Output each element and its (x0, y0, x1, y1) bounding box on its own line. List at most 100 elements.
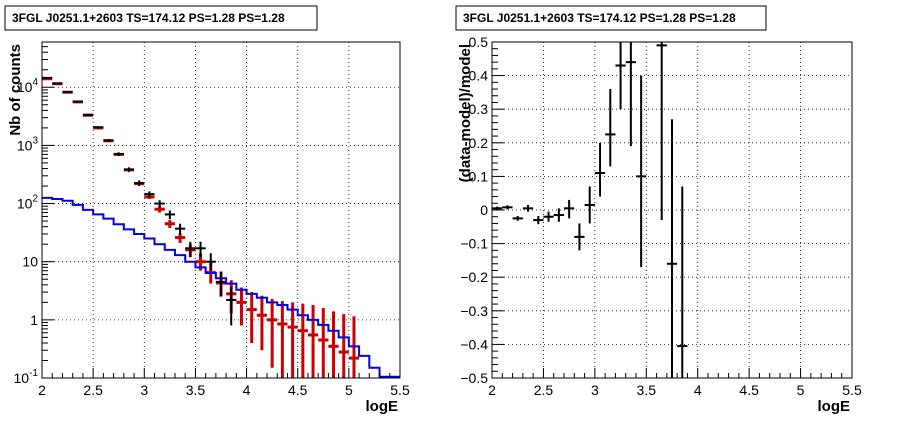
residual-point (492, 206, 503, 210)
x-tick-label: 5 (345, 382, 353, 398)
y-tick-label: 1 (30, 312, 38, 328)
y-tick-label: 0.1 (469, 168, 489, 184)
y-tick-label: 0.5 (469, 34, 489, 50)
y-axis: 0.5 0.4 0.3 0.2 0.1 0 −0.1 −0.2 −0.3 −0.4 −0.5 (dat… (457, 34, 504, 386)
model-count-point (287, 302, 298, 378)
residual-point (522, 204, 534, 212)
y-tick-label: 0 (480, 202, 488, 218)
x-tick-label: 3.5 (637, 382, 657, 398)
residual-point (543, 211, 554, 222)
data-count-point (185, 241, 196, 258)
x-axis-title: logE (818, 398, 851, 415)
y-tick-label: 104 (17, 77, 39, 95)
residual-point (502, 205, 513, 210)
title-frame (455, 5, 767, 31)
residual-point (666, 119, 678, 378)
x-tick-label: 4.5 (288, 382, 308, 398)
chart-title-box: 3FGL J0251.1+2603 TS=174.12 PS=1.28 PS=1… (4, 5, 318, 31)
x-tick-label: 3 (591, 382, 599, 398)
y-axis-title: (data-model)/model (457, 44, 474, 182)
y-tick-label: 102 (17, 194, 39, 212)
x-tick-label: 5.5 (842, 382, 862, 398)
model-count-point (236, 287, 247, 326)
y-axis-title: Nb of counts (7, 44, 24, 136)
y-tick-label: −0.1 (460, 236, 488, 252)
data-count-point (72, 100, 83, 103)
series-model-counts (42, 77, 360, 378)
x-tick-label: 2.5 (83, 382, 103, 398)
x-tick-label: 2 (488, 382, 496, 398)
residual-point (605, 89, 616, 167)
series-data-counts (42, 76, 237, 326)
y-tick-label: −0.5 (460, 370, 488, 386)
residual-point (656, 42, 667, 221)
x-tick-label: 4 (694, 382, 702, 398)
data-count-point (195, 241, 206, 258)
y-tick-label: 10-1 (14, 368, 39, 386)
plot-area (492, 42, 688, 378)
model-count-point (246, 292, 257, 343)
residual-point (553, 208, 564, 222)
y-tick-label: 10 (22, 254, 38, 270)
y-tick-label: 0.4 (469, 68, 489, 84)
x-tick-label: 5 (797, 382, 805, 398)
chart-title: 3FGL J0251.1+2603 TS=174.12 PS=1.28 PS=1… (463, 11, 736, 25)
residual-point (533, 216, 544, 225)
model-count-point (328, 311, 339, 378)
chart-title-box: 3FGL J0251.1+2603 TS=174.12 PS=1.28 PS=1… (455, 5, 767, 31)
model-count-point (277, 301, 288, 378)
data-count-point (174, 223, 186, 235)
residual-point (584, 186, 595, 224)
x-tick-label: 3.5 (186, 382, 206, 398)
residual-point (636, 75, 647, 268)
data-count-point (93, 126, 104, 129)
counts-panel: 3FGL J0251.1+2603 TS=174.12 PS=1.28 PS=1… (4, 5, 410, 415)
grid (42, 42, 400, 378)
residual-point (512, 216, 523, 221)
plot-area (42, 76, 400, 378)
x-tick-label: 2 (38, 382, 46, 398)
chart-title: 3FGL J0251.1+2603 TS=174.12 PS=1.28 PS=1… (12, 11, 285, 25)
data-count-point (154, 200, 165, 208)
data-count-point (103, 138, 114, 142)
title-frame (4, 5, 318, 31)
data-count-point (113, 152, 124, 156)
x-tick-label: 4.5 (739, 382, 759, 398)
data-count-point (52, 82, 63, 85)
model-count-point (338, 314, 349, 378)
plot-frame (41, 41, 401, 379)
data-count-point (215, 271, 227, 296)
data-count-point (144, 191, 155, 198)
data-count-point (226, 286, 237, 326)
y-tick-label: −0.4 (460, 336, 488, 352)
residuals-panel: 3FGL J0251.1+2603 TS=174.12 PS=1.28 PS=1… (455, 5, 862, 415)
residual-point (594, 142, 606, 197)
data-count-point (123, 167, 135, 172)
model-count-point (267, 298, 278, 368)
data-count-point (42, 76, 53, 79)
y-tick-label: 0.2 (469, 135, 489, 151)
x-tick-label: 3 (140, 382, 148, 398)
data-count-point (134, 180, 145, 187)
residual-point (677, 186, 688, 378)
residual-point (574, 223, 585, 251)
residual-point (564, 199, 575, 219)
data-count-point (82, 113, 94, 117)
data-count-point (164, 210, 175, 220)
model-count-point (256, 295, 268, 351)
residual-point (625, 42, 636, 147)
y-tick-label: −0.2 (460, 269, 488, 285)
x-tick-label: 2.5 (534, 382, 554, 398)
x-tick-label: 5.5 (390, 382, 410, 398)
residual-point (615, 42, 626, 110)
y-tick-label: −0.3 (460, 303, 488, 319)
series-residuals (492, 42, 688, 378)
model-step-line (42, 196, 400, 378)
model-count-point (164, 220, 175, 228)
y-tick-label: 0.3 (469, 101, 489, 117)
x-tick-label: 4 (243, 382, 251, 398)
